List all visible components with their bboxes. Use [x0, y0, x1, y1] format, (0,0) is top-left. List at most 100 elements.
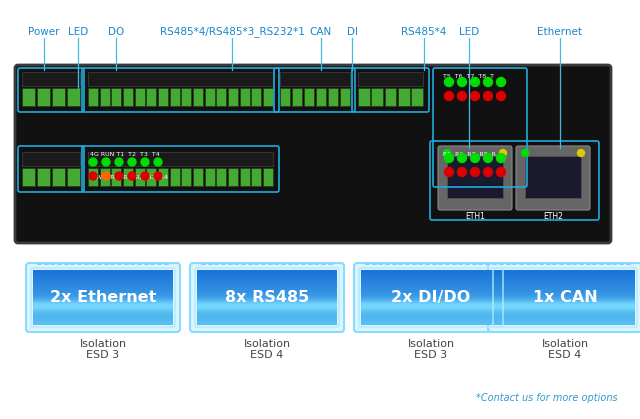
Circle shape	[458, 78, 467, 86]
Circle shape	[128, 158, 136, 166]
Text: ESD 3: ESD 3	[415, 350, 447, 360]
Bar	[280, 88, 291, 106]
Bar	[205, 88, 214, 106]
Circle shape	[458, 168, 467, 176]
Bar	[228, 88, 238, 106]
Bar	[412, 88, 423, 106]
Bar	[216, 168, 227, 186]
Bar	[37, 88, 51, 106]
Circle shape	[141, 158, 149, 166]
Bar	[181, 168, 191, 186]
Text: 4G RUN T1  T2  T3  T4: 4G RUN T1 T2 T3 T4	[90, 152, 160, 157]
Text: DO: DO	[108, 27, 124, 37]
Text: Ethernet: Ethernet	[538, 27, 582, 37]
Bar	[111, 88, 122, 106]
Bar	[88, 88, 98, 106]
FancyBboxPatch shape	[516, 146, 590, 210]
Circle shape	[89, 158, 97, 166]
Text: T5  T6  T7  T8  T: T5 T6 T7 T8 T	[443, 74, 494, 79]
Circle shape	[497, 78, 506, 86]
Circle shape	[577, 150, 584, 157]
Text: 2x Ethernet: 2x Ethernet	[50, 290, 156, 305]
Text: *Contact us for more options: *Contact us for more options	[476, 393, 618, 403]
Bar	[123, 168, 133, 186]
Text: R5  R6  R7  R8  R: R5 R6 R7 R8 R	[443, 152, 496, 157]
Circle shape	[115, 158, 123, 166]
Bar	[316, 88, 326, 106]
Text: ESD 4: ESD 4	[250, 350, 284, 360]
Text: ETH2: ETH2	[543, 212, 563, 221]
Circle shape	[470, 153, 479, 163]
Bar	[292, 88, 302, 106]
Circle shape	[89, 172, 97, 180]
Text: Isolation: Isolation	[541, 339, 589, 349]
Circle shape	[115, 172, 123, 180]
Bar	[67, 168, 80, 186]
Circle shape	[522, 150, 529, 157]
Bar	[158, 88, 168, 106]
Bar	[147, 88, 156, 106]
FancyBboxPatch shape	[354, 263, 508, 332]
Bar	[52, 168, 65, 186]
Bar	[88, 168, 98, 186]
Circle shape	[445, 91, 454, 101]
Bar	[371, 88, 383, 106]
Bar	[385, 88, 396, 106]
Bar	[88, 152, 273, 166]
FancyBboxPatch shape	[15, 65, 611, 243]
Bar	[205, 168, 214, 186]
FancyBboxPatch shape	[26, 263, 180, 332]
Bar	[263, 88, 273, 106]
Bar	[88, 72, 273, 86]
Circle shape	[445, 153, 454, 163]
Circle shape	[458, 91, 467, 101]
Bar	[398, 88, 410, 106]
Text: Isolation: Isolation	[243, 339, 291, 349]
Bar	[52, 88, 65, 106]
Bar	[100, 88, 110, 106]
Text: LED: LED	[68, 27, 88, 37]
Circle shape	[128, 172, 136, 180]
Text: CAN: CAN	[310, 27, 332, 37]
Bar	[328, 88, 338, 106]
Bar	[239, 88, 250, 106]
Text: ETH1: ETH1	[465, 212, 485, 221]
Bar	[22, 88, 35, 106]
Text: Isolation: Isolation	[79, 339, 127, 349]
Bar	[134, 168, 145, 186]
Bar	[181, 88, 191, 106]
Circle shape	[458, 153, 467, 163]
Bar	[170, 88, 180, 106]
Bar	[22, 152, 80, 166]
Circle shape	[483, 78, 493, 86]
Circle shape	[154, 158, 162, 166]
Bar	[134, 88, 145, 106]
Circle shape	[141, 172, 149, 180]
Circle shape	[470, 91, 479, 101]
Circle shape	[444, 150, 451, 157]
Bar	[193, 168, 203, 186]
Text: Isolation: Isolation	[408, 339, 454, 349]
Circle shape	[483, 91, 493, 101]
Text: 2x DI/DO: 2x DI/DO	[392, 290, 470, 305]
Circle shape	[497, 168, 506, 176]
Bar	[170, 168, 180, 186]
Bar	[239, 168, 250, 186]
Bar	[123, 88, 133, 106]
Bar	[216, 88, 227, 106]
Text: 8x RS485: 8x RS485	[225, 290, 309, 305]
Text: POW ERR  R1  R2  R3  R4: POW ERR R1 R2 R3 R4	[90, 175, 168, 180]
Bar	[37, 168, 51, 186]
FancyBboxPatch shape	[488, 263, 640, 332]
Bar	[251, 88, 261, 106]
Circle shape	[483, 168, 493, 176]
Text: RS485*4/RS485*3_RS232*1: RS485*4/RS485*3_RS232*1	[159, 26, 305, 37]
Text: Power: Power	[28, 27, 60, 37]
Bar	[447, 156, 503, 198]
Text: RS485*4: RS485*4	[401, 27, 447, 37]
Bar	[358, 72, 423, 86]
Circle shape	[154, 172, 162, 180]
Circle shape	[499, 150, 506, 157]
Circle shape	[497, 91, 506, 101]
Bar	[158, 168, 168, 186]
